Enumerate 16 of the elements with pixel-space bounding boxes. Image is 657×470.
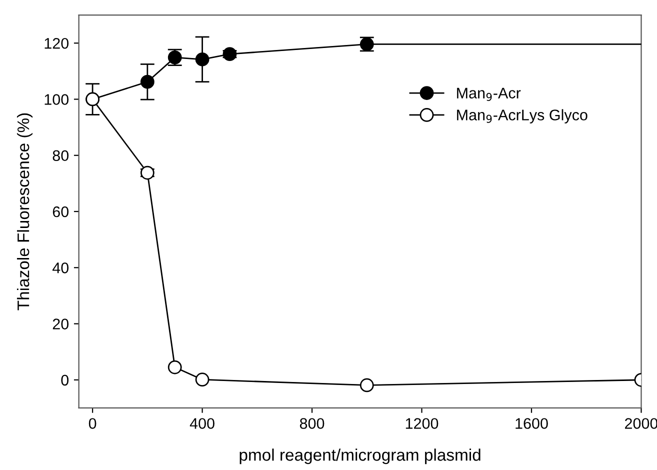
x-tick-label: 800 xyxy=(300,418,324,429)
x-tick-label: 400 xyxy=(190,418,214,429)
x-axis-title: pmol reagent/microgram plasmid xyxy=(240,448,480,464)
legend-label: Man$_{9}$-AcrLys Glyco xyxy=(457,109,588,124)
y-tick-label: 100 xyxy=(44,94,69,105)
y-tick-label: 40 xyxy=(52,262,69,274)
y-tick-label: 60 xyxy=(52,206,69,218)
y-axis-title: Thiazole Fluorescence (%) xyxy=(16,113,33,310)
x-tick-label: 0 xyxy=(88,418,96,429)
y-tick-label: 120 xyxy=(44,38,69,49)
x-tick-label: 1200 xyxy=(406,418,438,429)
y-tick-label: 0 xyxy=(61,374,69,386)
x-tick-label: 1600 xyxy=(516,418,548,429)
y-tick-label: 20 xyxy=(52,318,69,330)
y-tick-label: 80 xyxy=(52,150,69,162)
legend-label: Man$_{9}$-Acr xyxy=(457,88,521,101)
